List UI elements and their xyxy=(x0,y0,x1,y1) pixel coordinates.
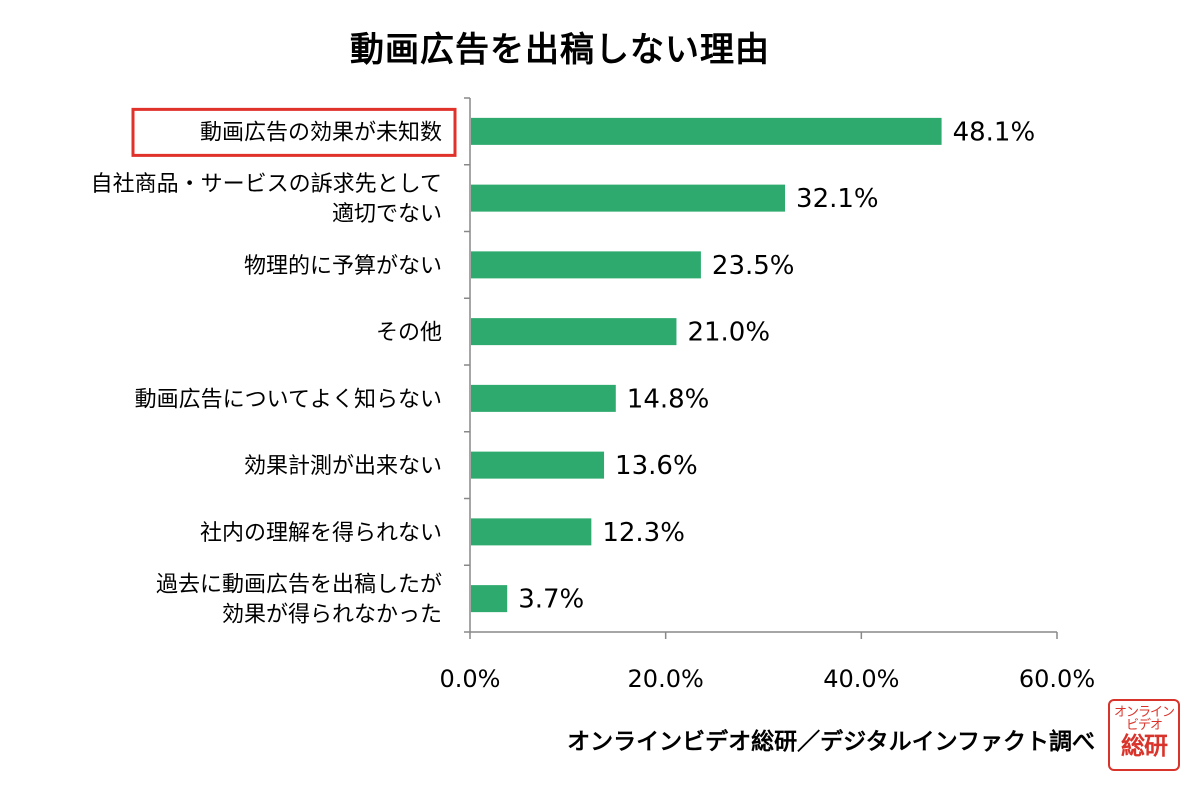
x-tick-label: 20.0% xyxy=(628,665,704,693)
category-label: 自社商品・サービスの訴求先として xyxy=(91,172,442,197)
logo-line-2: ビデオ xyxy=(1125,718,1163,733)
logo-line-3: 総研 xyxy=(1121,732,1168,760)
bar xyxy=(471,184,786,212)
category-label: 効果計測が出来ない xyxy=(244,454,442,479)
logo-stamp: オンライン ビデオ 総研 xyxy=(1108,699,1180,771)
bar xyxy=(471,117,942,145)
category-label: 効果が得られなかった xyxy=(222,603,442,628)
value-label: 21.0% xyxy=(687,318,770,348)
chart-title: 動画広告を出稿しない理由 xyxy=(350,30,770,70)
bar xyxy=(471,384,616,412)
value-label: 32.1% xyxy=(796,184,879,214)
category-label: 過去に動画広告を出稿したが xyxy=(156,573,442,598)
bar xyxy=(471,585,508,613)
category-label: 動画広告の効果が未知数 xyxy=(200,120,442,145)
bar xyxy=(471,518,592,546)
highlight-box xyxy=(131,107,457,157)
bar xyxy=(471,251,701,279)
value-label: 48.1% xyxy=(953,117,1036,147)
source-note: オンラインビデオ総研／デジタルインファクト調べ xyxy=(567,729,1095,755)
category-label: 物理的に予算がない xyxy=(244,254,442,279)
x-tick-label: 40.0% xyxy=(823,665,899,693)
x-tick-label: 0.0% xyxy=(440,665,501,693)
value-label: 13.6% xyxy=(615,451,698,481)
logo-line-1: オンライン xyxy=(1113,705,1175,720)
value-label: 14.8% xyxy=(627,384,710,414)
category-label: 動画広告についてよく知らない xyxy=(135,387,442,412)
category-label: その他 xyxy=(376,321,442,346)
value-label: 3.7% xyxy=(518,585,584,615)
category-label: 適切でない xyxy=(332,202,442,227)
x-tick-label: 60.0% xyxy=(1019,665,1095,693)
value-label: 23.5% xyxy=(712,251,795,281)
bar xyxy=(471,318,677,346)
value-label: 12.3% xyxy=(602,518,685,548)
category-label: 社内の理解を得られない xyxy=(200,521,442,546)
bar xyxy=(471,451,605,479)
